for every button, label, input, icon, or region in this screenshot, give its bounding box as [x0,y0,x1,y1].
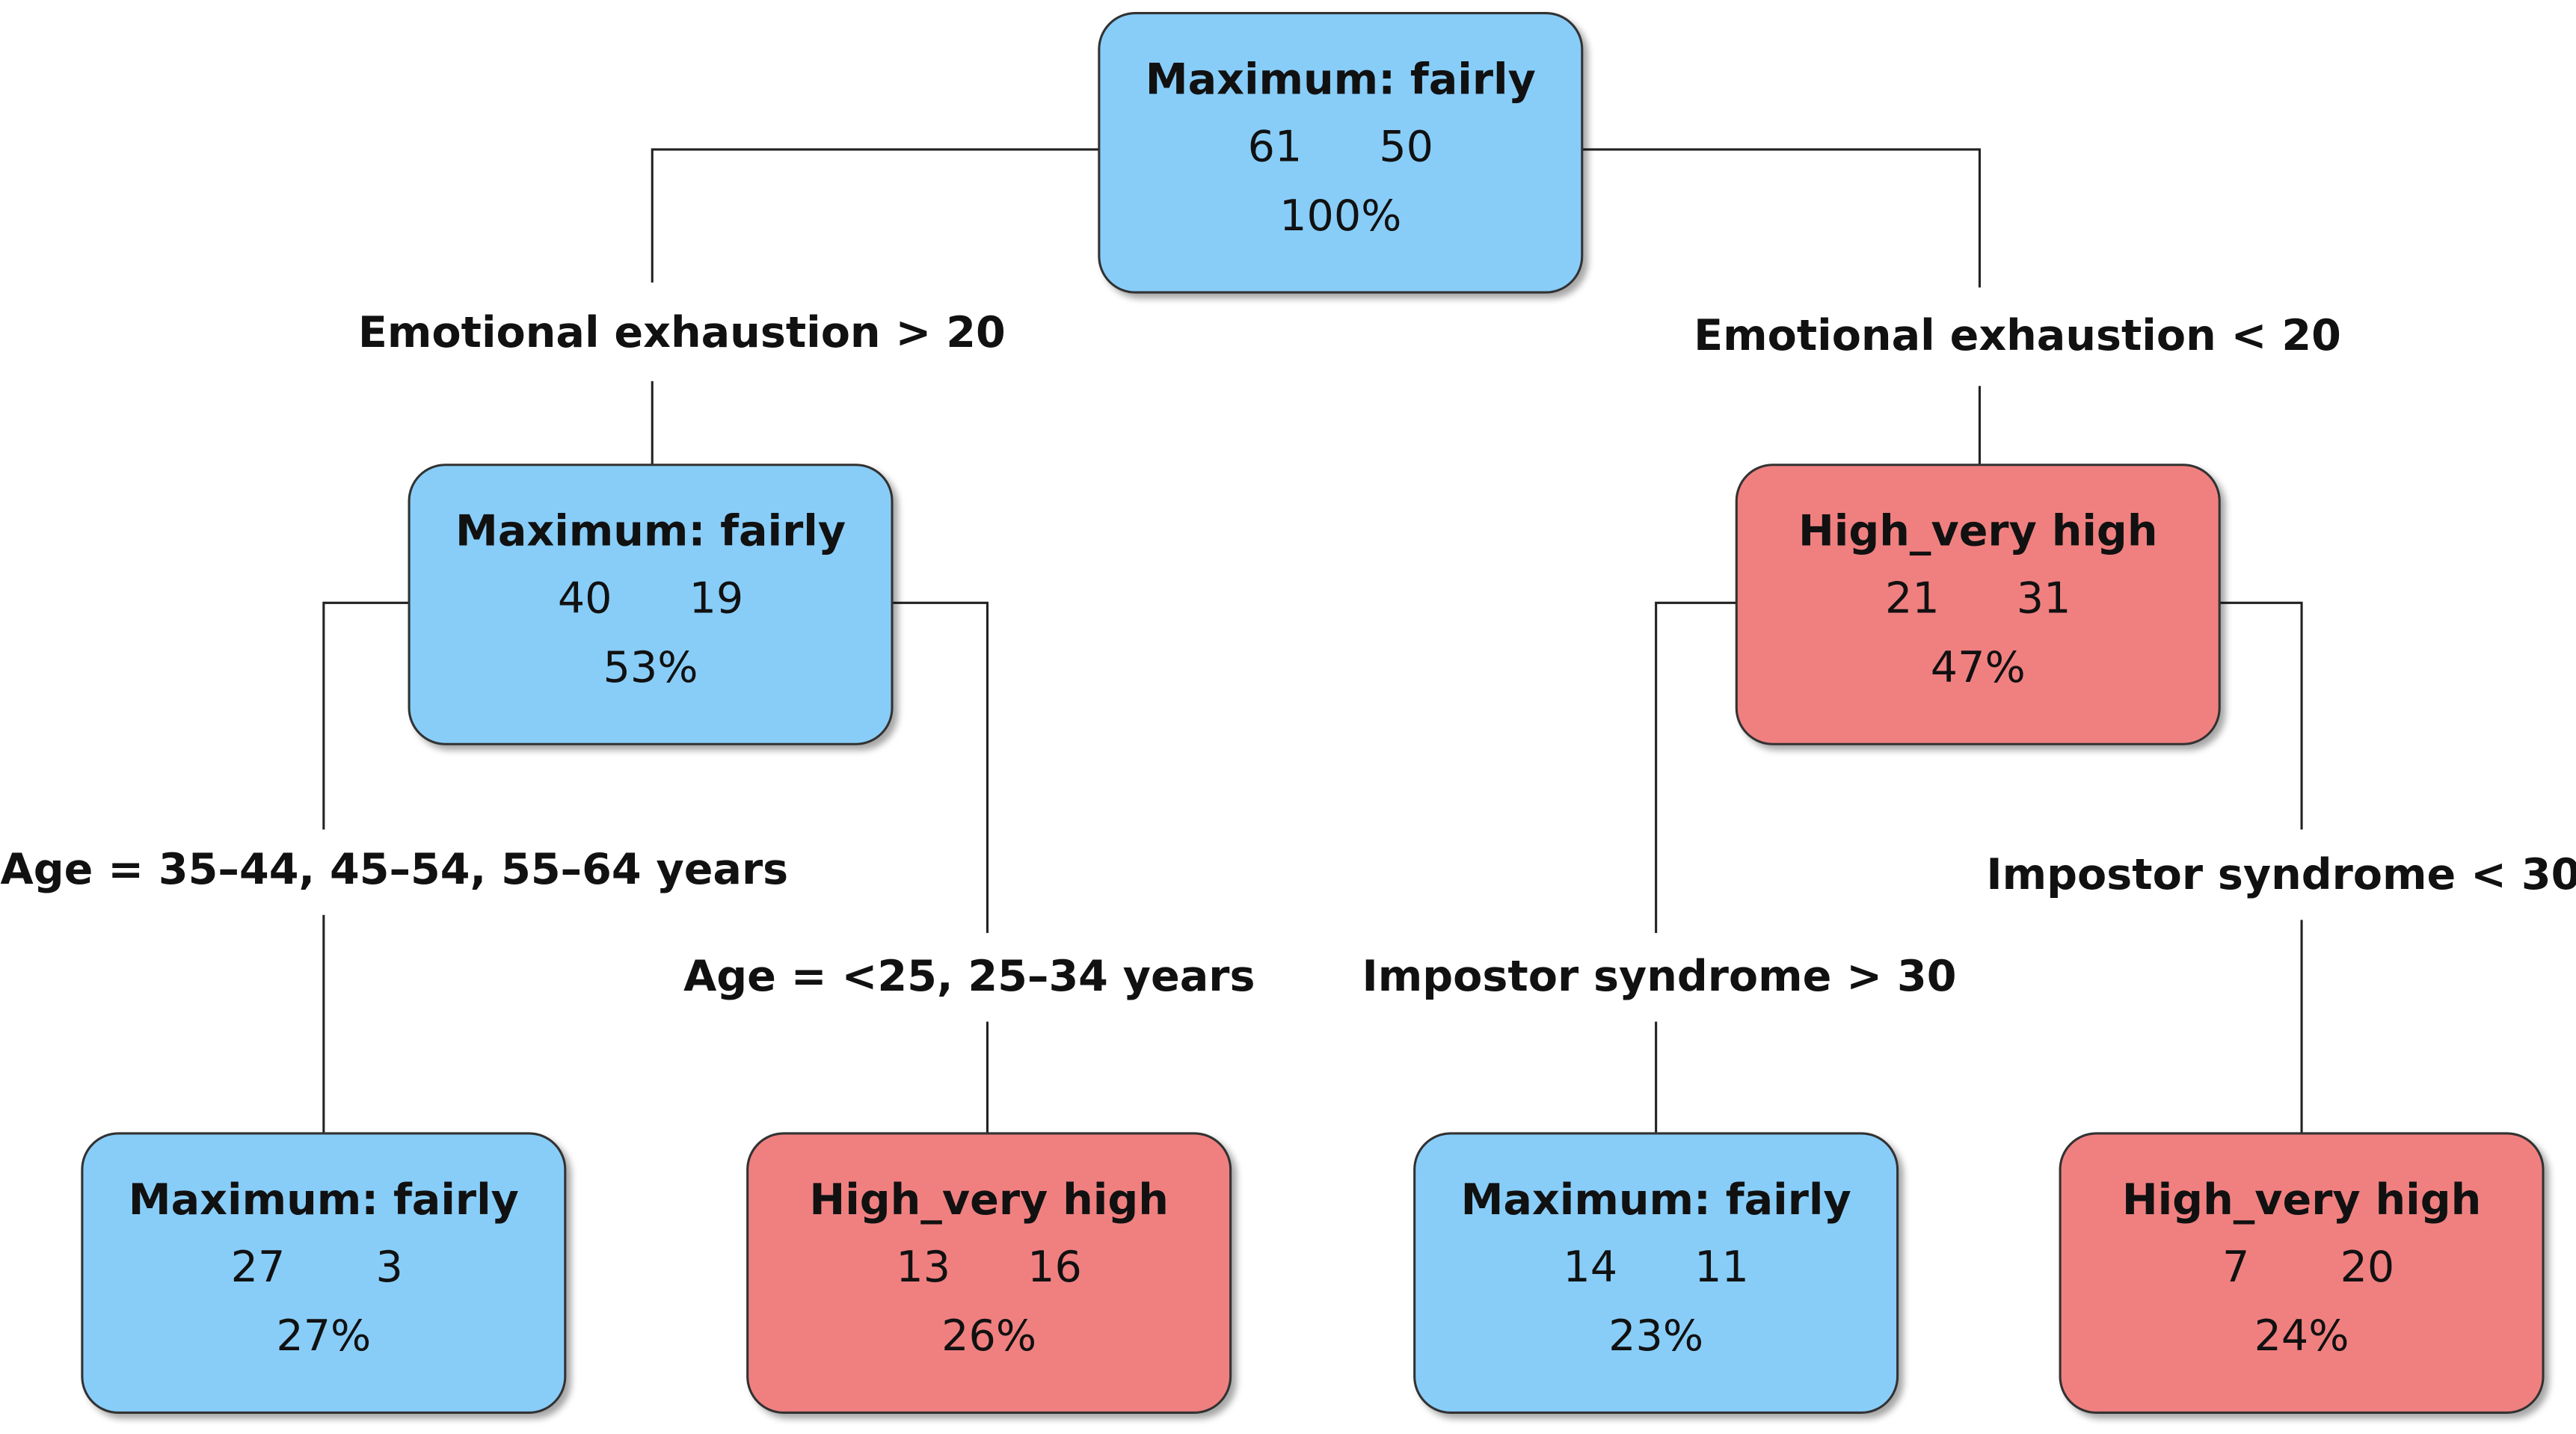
node-percent: 26% [941,1311,1036,1361]
connector [1581,148,1981,465]
tree-node: Maximum: fairly 27 327% [81,1132,567,1414]
node-count: 27 [231,1243,286,1292]
node-count: 14 [1563,1243,1617,1292]
node-count: 19 [689,574,744,624]
split-label: Emotional exhaustion > 20 [358,308,1006,357]
node-percent: 100% [1279,191,1401,241]
node-box [1735,464,2221,745]
connector [2219,601,2303,1133]
node-class: Maximum: fairly [1461,1175,1851,1225]
node-class: Maximum: fairly [1146,55,1536,104]
node-class: High_very high [2122,1175,2481,1225]
split-label: Impostor syndrome < 30 [1986,850,2576,899]
node-count: 40 [558,574,612,624]
split-label: Emotional exhaustion < 20 [1694,311,2341,360]
connector [322,601,410,1133]
split-label: Age = <25, 25–34 years [683,952,1255,1001]
node-percent: 23% [1608,1311,1703,1361]
node-count: 11 [1694,1243,1749,1292]
split-label: Impostor syndrome > 30 [1362,952,1957,1001]
tree-node: High_very high 7 20 24% [2059,1132,2545,1414]
split-label: Age = 35–44, 45–54, 55–64 years [1,845,789,894]
node-count: 3 [376,1243,403,1292]
node-percent: 53% [603,643,698,692]
node-box [1098,12,1584,294]
node-count: 20 [2340,1243,2395,1292]
node-count: 21 [1885,574,1940,624]
tree-node: High_very high 13 16 26% [746,1132,1232,1414]
node-box [81,1132,567,1414]
node-class: High_very high [809,1175,1168,1225]
node-box [408,464,894,745]
node-class: Maximum: fairly [455,507,846,556]
tree-node: Maximum: fairly 40 19 53% [408,464,894,745]
connector [892,601,989,1133]
node-count: 13 [896,1243,950,1292]
node-count: 7 [2222,1243,2249,1292]
node-box [2059,1132,2545,1414]
connector [1655,601,1739,1133]
node-box [1413,1132,1899,1414]
node-class: High_very high [1798,507,2157,556]
node-percent: 47% [1931,643,2026,692]
node-count: 16 [1027,1243,1082,1292]
tree-node: Maximum: fairly 14 11 23% [1413,1132,1899,1414]
node-count: 50 [1379,123,1433,172]
node-count: 31 [2017,574,2071,624]
tree-node: Maximum: fairly 61 50 100% [1098,12,1584,294]
connector [651,148,1099,465]
node-class: Maximum: fairly [129,1175,519,1225]
node-box [746,1132,1232,1414]
node-percent: 24% [2254,1311,2349,1361]
tree-node: High_very high 21 31 47% [1735,464,2221,745]
node-percent: 27% [276,1311,371,1361]
node-count: 61 [1248,123,1303,172]
